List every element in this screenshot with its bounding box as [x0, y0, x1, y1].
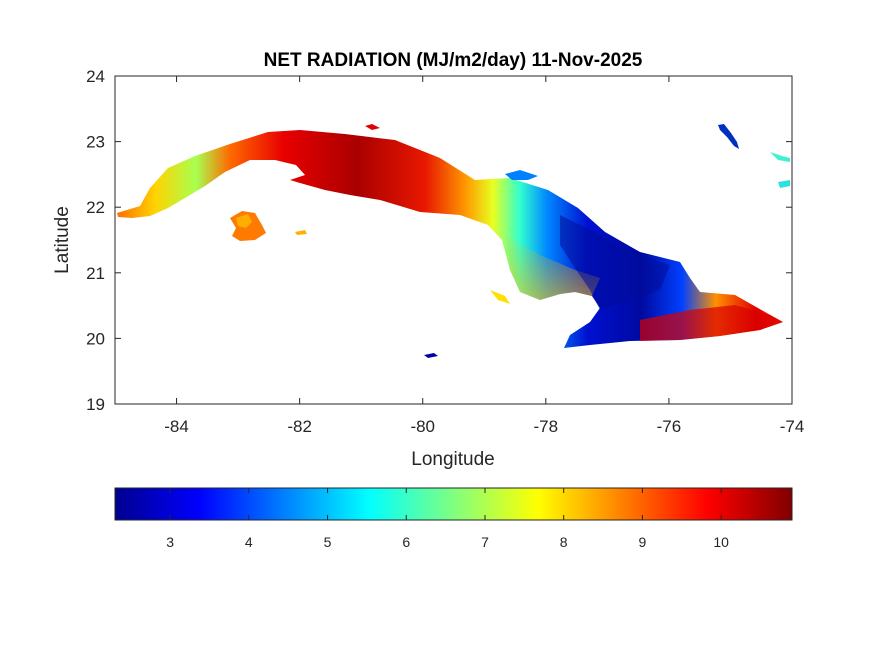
colorbar [114, 487, 793, 521]
y-tick-label: 21 [86, 264, 105, 283]
cay-south-2 [490, 290, 510, 304]
y-tick-label: 22 [86, 198, 105, 217]
colorbar-ticks: 3 4 5 6 7 8 9 10 [166, 488, 729, 550]
cay-east [770, 152, 790, 162]
x-tick-label: -84 [164, 417, 189, 436]
colorbar-tick-label: 7 [481, 534, 489, 550]
y-tick-label: 20 [86, 329, 105, 348]
x-tick-label: -80 [410, 417, 435, 436]
south-coast-fringe [505, 235, 600, 300]
southeast-coast [640, 305, 783, 341]
y-tick-label: 23 [86, 133, 105, 152]
chart-title: NET RADIATION (MJ/m2/day) 11-Nov-2025 [264, 50, 643, 71]
colorbar-tick-label: 10 [713, 534, 729, 550]
x-axis-label: Longitude [411, 449, 494, 470]
colorbar-tick-label: 3 [166, 534, 174, 550]
colorbar-tick-label: 9 [639, 534, 647, 550]
low-radiation-core [560, 215, 670, 310]
x-tick-label: -78 [534, 417, 559, 436]
cay-north-3 [505, 170, 538, 180]
y-axis-ticks: 19 20 21 22 23 24 [86, 67, 792, 414]
isla-core [236, 214, 252, 228]
cay-east-2 [778, 180, 790, 188]
colorbar-tick-label: 4 [245, 534, 253, 550]
cay-north-1 [718, 124, 739, 149]
x-tick-label: -76 [657, 417, 682, 436]
y-axis-label: Latitude [52, 206, 73, 274]
colorbar-tick-label: 8 [560, 534, 568, 550]
x-axis-ticks: -84 -82 -80 -78 -76 -74 [164, 76, 804, 436]
x-tick-label: -74 [780, 417, 805, 436]
y-tick-label: 24 [86, 67, 105, 86]
plot-area [114, 75, 793, 405]
cay-north-2 [365, 124, 380, 130]
y-tick-label: 19 [86, 395, 105, 414]
cay-south [424, 353, 438, 358]
cay-west [295, 230, 307, 235]
colorbar-tick-label: 6 [402, 534, 410, 550]
map-layer [117, 124, 790, 358]
x-tick-label: -82 [287, 417, 312, 436]
colorbar-tick-label: 5 [324, 534, 332, 550]
